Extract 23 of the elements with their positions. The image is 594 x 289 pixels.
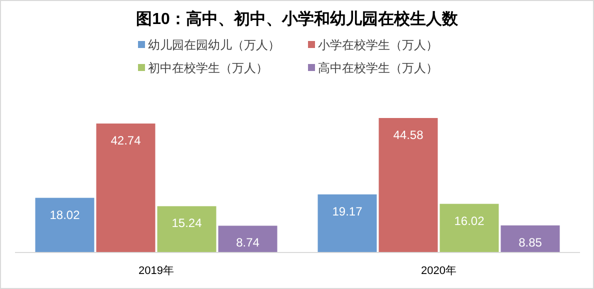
- bar: [218, 226, 278, 252]
- bar: [500, 225, 560, 252]
- bar: [96, 124, 156, 252]
- data-label: 44.58: [393, 128, 424, 142]
- chart-title: 图10：高中、初中、小学和幼儿园在校生人数: [136, 9, 459, 28]
- data-label: 19.17: [332, 204, 363, 218]
- legend-label: 小学在校学生（万人）: [318, 38, 438, 52]
- data-label: 18.02: [50, 208, 80, 222]
- data-label: 8.85: [518, 235, 542, 250]
- bar: [157, 206, 216, 252]
- data-label: 16.02: [454, 214, 485, 228]
- legend-label: 高中在校学生（万人）: [318, 61, 438, 75]
- data-label: 42.74: [110, 134, 142, 148]
- bar: [35, 198, 94, 252]
- bar: [440, 204, 499, 252]
- bar: [378, 118, 438, 252]
- data-label: 15.24: [172, 216, 202, 230]
- data-label: 8.74: [236, 236, 260, 250]
- legend-label: 初中在校学生（万人）: [148, 61, 268, 75]
- x-tick-label: 2019年: [138, 265, 174, 277]
- x-tick-label: 2020年: [421, 265, 456, 277]
- legend-label: 幼儿园在园幼儿（万人）: [148, 38, 280, 52]
- bar: [318, 194, 377, 252]
